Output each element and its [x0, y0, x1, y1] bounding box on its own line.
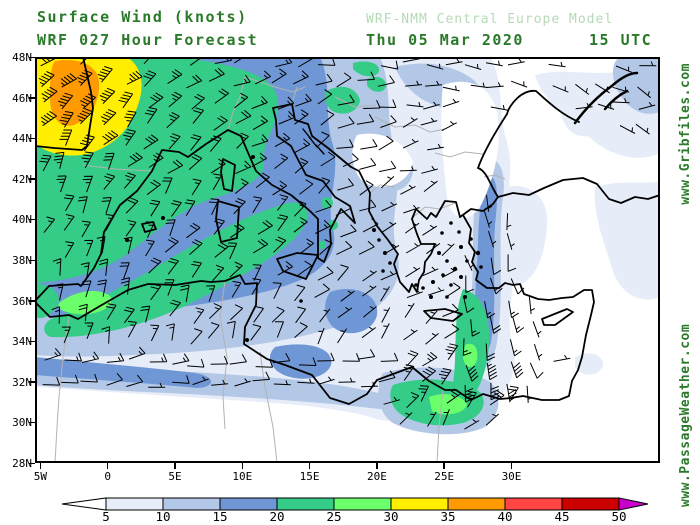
lat-tick — [29, 421, 35, 424]
legend-tick-15: 15 — [212, 509, 228, 524]
lon-label-5E: 5E — [168, 470, 182, 483]
lon-tick — [510, 463, 513, 469]
lon-tick — [174, 463, 176, 469]
lon-label-25E: 25E — [434, 470, 455, 483]
watermark-passageweather: www.PassageWeather.com — [677, 323, 693, 507]
legend-tick-50: 50 — [611, 509, 627, 524]
legend-tick-45: 45 — [554, 509, 570, 524]
wind-barb-strokes — [38, 57, 657, 430]
legend-over-arrow — [618, 497, 649, 511]
lat-label-32N: 32N — [12, 375, 32, 389]
lon-label-20E: 20E — [366, 470, 387, 483]
country-borders — [54, 76, 506, 463]
lat-tick — [29, 340, 35, 343]
page-title-forecast-hour: WRF 027 Hour Forecast — [37, 31, 259, 49]
lat-tick — [29, 218, 35, 221]
watermark: www.PassageWeather.com www.Gribfiles.com — [672, 55, 698, 515]
lon-label-5W: 5W — [33, 470, 48, 483]
lat-label-48N: 48N — [12, 51, 32, 64]
valid-time-label: 15 UTC — [589, 31, 653, 49]
legend-tick-30: 30 — [383, 509, 399, 524]
map-frame — [35, 57, 660, 463]
wind-speed-legend: 5 10 15 20 25 30 35 40 45 50 — [60, 496, 650, 524]
lat-label-30N: 30N — [12, 416, 32, 430]
lon-tick — [241, 463, 244, 469]
map-area — [35, 57, 660, 463]
page-title-product: Surface Wind (knots) — [37, 8, 248, 26]
lat-tick — [29, 259, 35, 261]
lat-tick — [29, 56, 35, 58]
lat-tick — [29, 381, 35, 383]
legend-tick-5: 5 — [102, 509, 110, 524]
lat-label-44N: 44N — [12, 132, 32, 146]
lon-tick — [308, 463, 311, 469]
coastlines — [35, 57, 660, 405]
lon-label-0: 0 — [104, 470, 111, 483]
lon-tick — [443, 463, 445, 469]
lon-tick — [106, 463, 109, 469]
lat-label-46N: 46N — [12, 91, 32, 105]
lat-label-38N: 38N — [12, 254, 32, 267]
legend-tick-20: 20 — [269, 509, 285, 524]
lat-tick — [29, 97, 35, 99]
watermark-gribfiles: www.Gribfiles.com — [677, 63, 693, 205]
lat-label-42N: 42N — [12, 172, 32, 186]
lat-tick — [29, 178, 35, 180]
lon-tick — [39, 463, 42, 469]
legend-tick-10: 10 — [155, 509, 171, 524]
wind-barbs — [38, 57, 657, 430]
lat-tick — [29, 462, 35, 464]
legend-colorbar — [61, 497, 649, 511]
lon-label-10E: 10E — [232, 470, 253, 483]
lon-label-15E: 15E — [299, 470, 320, 483]
lon-label-30E: 30E — [501, 470, 522, 483]
lat-tick — [29, 300, 35, 302]
legend-tick-40: 40 — [497, 509, 513, 524]
wind-map-canvas — [35, 57, 660, 463]
lat-label-40N: 40N — [12, 213, 32, 227]
valid-date-label: Thu 05 Mar 2020 — [366, 31, 524, 49]
legend-tick-35: 35 — [440, 509, 456, 524]
model-name-label: WRF-NMM Central Europe Model — [366, 12, 614, 27]
lat-label-36N: 36N — [12, 294, 32, 308]
lat-label-34N: 34N — [12, 335, 32, 349]
lat-tick — [29, 137, 35, 140]
lon-tick — [376, 463, 378, 469]
lat-label-28N: 28N — [12, 457, 32, 470]
legend-tick-25: 25 — [326, 509, 342, 524]
